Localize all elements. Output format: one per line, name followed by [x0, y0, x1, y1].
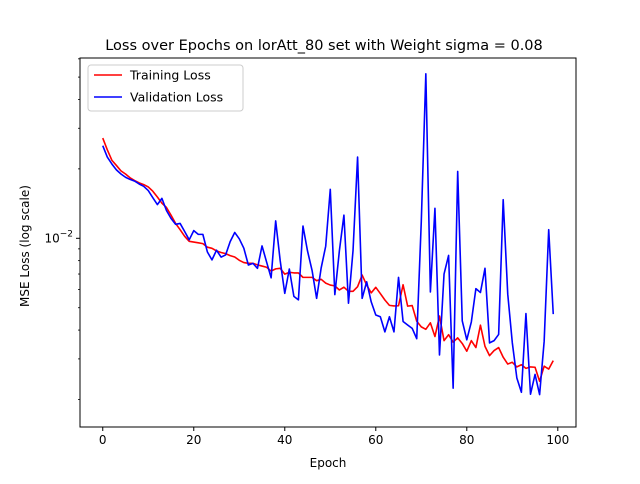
- legend: Training Loss Validation Loss: [87, 64, 244, 112]
- y-axis-label: MSE Loss (log scale): [18, 185, 32, 307]
- chart-title: Loss over Epochs on lorAtt_80 set with W…: [105, 38, 543, 54]
- validation-loss-line: [102, 72, 555, 396]
- x-tick-label: 40: [277, 433, 292, 447]
- legend-entry: Validation Loss: [130, 90, 223, 105]
- x-tick-label: 60: [368, 433, 383, 447]
- axes-frame: [79, 57, 577, 428]
- training-loss-line: [102, 137, 554, 383]
- legend-entry: Training Loss: [129, 68, 211, 83]
- x-tick-label: 20: [186, 433, 201, 447]
- x-tick-label: 0: [99, 433, 107, 447]
- x-axis-label: Epoch: [310, 456, 347, 470]
- legend-box: [87, 64, 244, 112]
- plot-area: [102, 72, 555, 396]
- x-tick-label: 100: [546, 433, 569, 447]
- x-tick-label: 80: [459, 433, 474, 447]
